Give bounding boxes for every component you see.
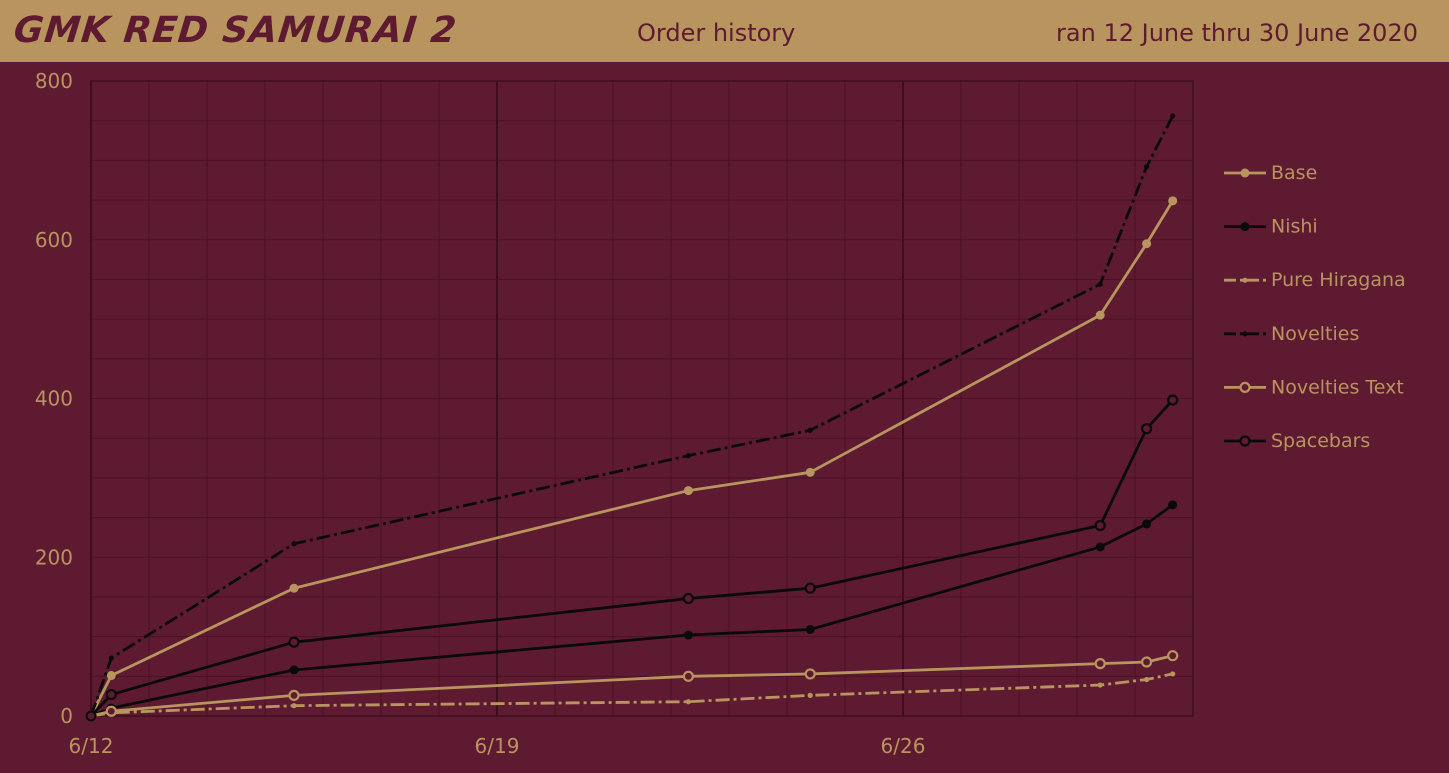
y-tick-label: 600	[35, 228, 73, 252]
date-range: ran 12 June thru 30 June 2020	[1056, 19, 1418, 47]
data-point	[807, 692, 813, 698]
data-point	[1142, 239, 1152, 249]
legend-swatch-marker	[1240, 168, 1250, 178]
data-point	[1168, 500, 1178, 510]
data-point	[682, 592, 695, 605]
data-point	[685, 453, 692, 459]
data-point	[1097, 281, 1103, 287]
data-point	[685, 699, 692, 705]
data-point	[1167, 650, 1179, 662]
series-line	[90, 654, 1174, 718]
chart-grid	[90, 80, 1194, 717]
data-point	[291, 541, 297, 547]
legend-label: Novelties	[1271, 323, 1359, 345]
data-point	[807, 427, 813, 433]
data-point	[1144, 164, 1150, 170]
legend-item: Pure Hiragana	[1224, 269, 1406, 291]
legend-swatch-marker	[1242, 277, 1248, 283]
header-bar: GMK RED SAMURAI 2 Order history ran 12 J…	[0, 0, 1449, 62]
y-tick-label: 0	[60, 704, 73, 728]
data-point	[682, 670, 695, 682]
x-tick-label: 6/26	[881, 734, 926, 758]
data-point	[288, 689, 300, 701]
legend-label: Novelties Text	[1271, 376, 1404, 398]
data-point	[289, 665, 299, 675]
legend-item: Novelties Text	[1224, 376, 1404, 398]
data-point	[1095, 310, 1105, 320]
data-point	[291, 703, 297, 709]
data-point	[1095, 542, 1105, 552]
data-point	[683, 486, 693, 496]
data-point	[1168, 196, 1178, 206]
data-point	[106, 671, 116, 681]
data-point	[108, 655, 114, 661]
legend-item: Spacebars	[1224, 430, 1370, 452]
y-tick-label: 200	[35, 545, 73, 569]
data-point	[1094, 658, 1106, 670]
data-point	[1097, 682, 1103, 688]
data-point	[1170, 671, 1176, 677]
legend-swatch-marker	[1239, 435, 1251, 447]
data-point	[85, 710, 97, 722]
data-point	[1170, 113, 1176, 119]
series-line	[90, 672, 1173, 718]
series-base	[86, 196, 1178, 721]
legend-label: Nishi	[1271, 216, 1318, 238]
series-line	[90, 503, 1174, 718]
data-point	[1167, 394, 1179, 406]
series-novelties	[88, 113, 1176, 719]
data-point	[805, 467, 815, 477]
data-point	[804, 582, 816, 594]
x-tick-label: 6/12	[69, 734, 114, 758]
legend-swatch-marker	[1239, 381, 1251, 393]
legend-swatch-marker	[1240, 222, 1250, 232]
series-line	[89, 399, 1174, 717]
legend-item: Base	[1224, 162, 1317, 184]
legend-label: Base	[1271, 162, 1317, 184]
legend-swatch-marker	[1242, 331, 1248, 337]
chart-series	[85, 113, 1179, 722]
data-point	[683, 630, 693, 640]
y-tick-label: 400	[35, 387, 73, 411]
data-point	[1140, 656, 1153, 668]
series-novelties-text	[85, 650, 1179, 722]
legend-item: Novelties	[1224, 323, 1359, 345]
series-line	[89, 200, 1174, 717]
chart-subtitle: Order history	[637, 19, 796, 47]
data-point	[289, 583, 299, 593]
data-point	[288, 636, 300, 648]
y-tick-label: 800	[35, 69, 73, 93]
data-point	[105, 688, 117, 701]
data-point	[1144, 676, 1150, 683]
data-point	[1094, 519, 1106, 532]
x-tick-label: 6/19	[475, 734, 520, 758]
order-history-chart: 0 200 400 600 800 6/12 6/19 6/26 Base Nishi Pure …	[35, 69, 1406, 758]
legend-label: Pure Hiragana	[1271, 269, 1406, 291]
data-point	[1142, 519, 1152, 529]
chart-legend: Base Nishi Pure Hiragana Novelties Novelties…	[1224, 162, 1406, 452]
series-line	[89, 115, 1174, 717]
data-point	[1140, 423, 1153, 435]
data-point	[804, 668, 816, 680]
plot-border	[90, 80, 1194, 717]
data-point	[105, 705, 117, 717]
data-point	[805, 624, 815, 634]
chart-axes: 0 200 400 600 800 6/12 6/19 6/26	[35, 69, 926, 758]
legend-item: Nishi	[1224, 216, 1318, 238]
legend-label: Spacebars	[1271, 430, 1370, 452]
brand-title: GMK RED SAMURAI 2	[11, 10, 460, 51]
series-spacebars	[85, 394, 1179, 722]
